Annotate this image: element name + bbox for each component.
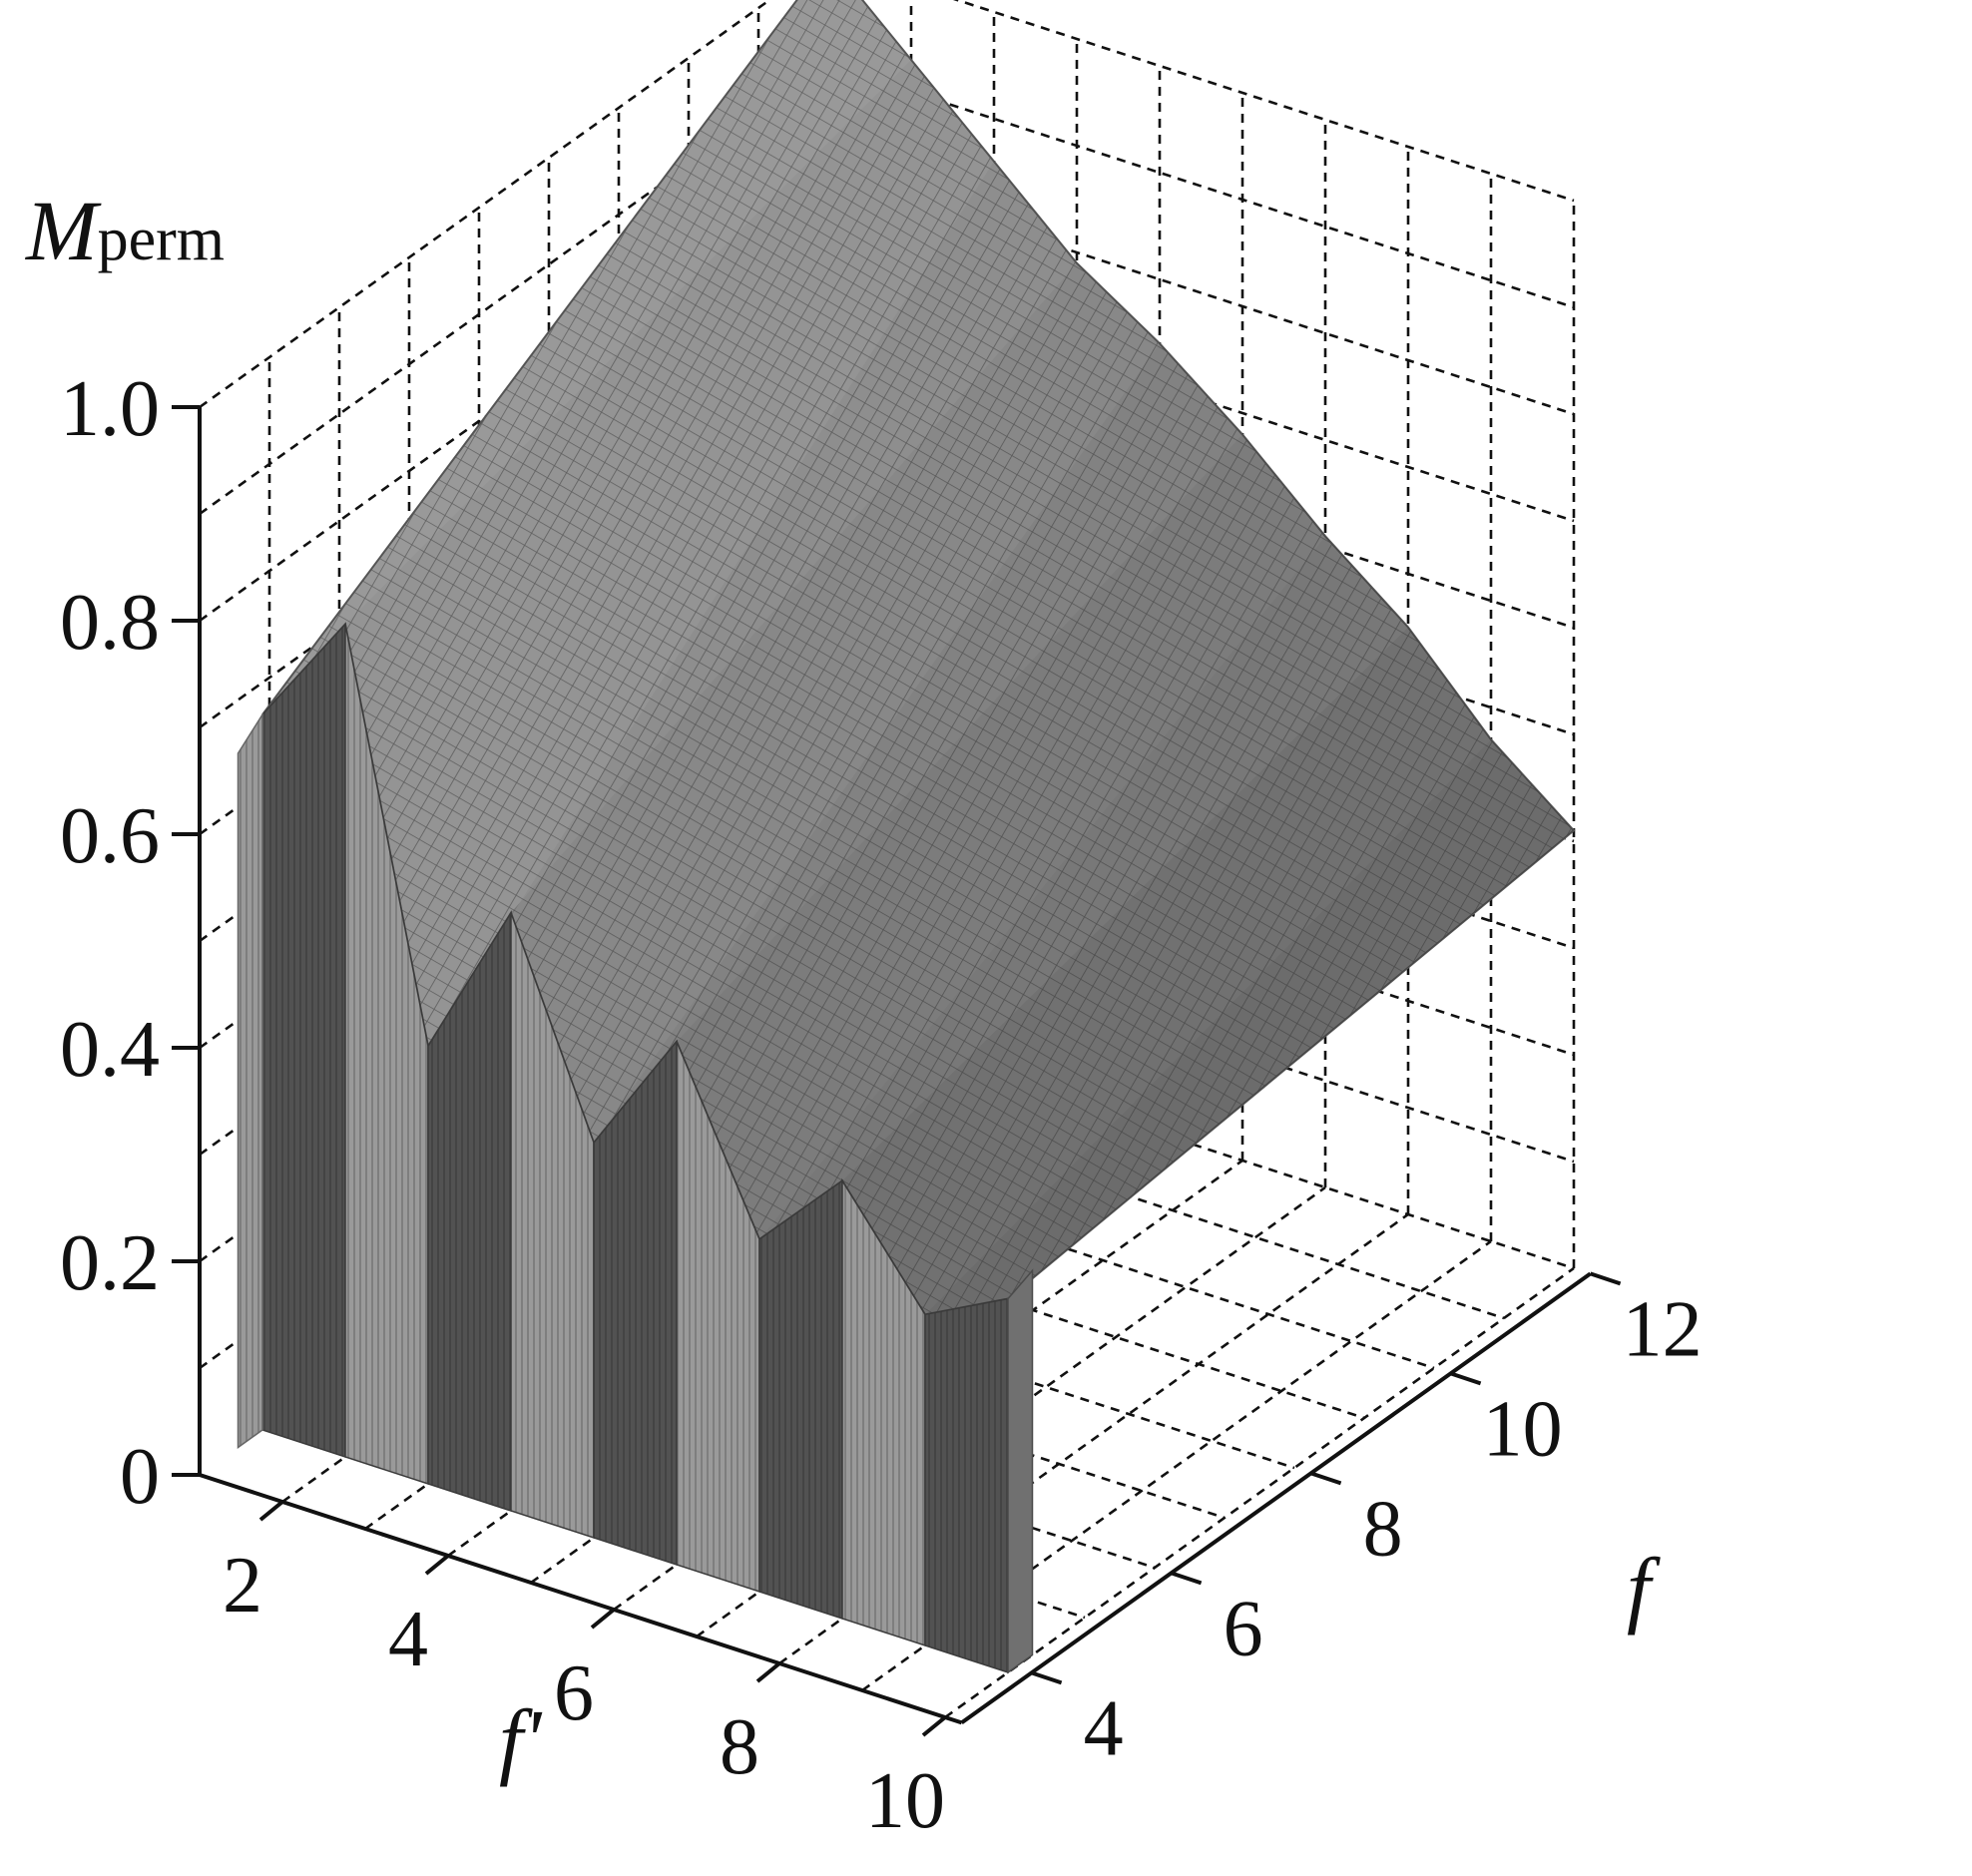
- top-surface-strip: [511, 262, 1160, 1144]
- z-axis-title: Mperm: [24, 183, 225, 278]
- y-tick-mark: [1309, 1471, 1342, 1486]
- x-axis-title: f': [499, 1691, 543, 1787]
- y-tick-label: 12: [1623, 1285, 1703, 1373]
- y-tick-label: 6: [1224, 1585, 1263, 1672]
- x-tick-label: 8: [720, 1703, 759, 1791]
- top-surface-strip: [428, 161, 1077, 1047]
- x-tick-label: 4: [388, 1596, 428, 1683]
- z-tick-label: 0: [120, 1433, 160, 1521]
- top-surface-strip: [842, 627, 1491, 1315]
- axes: 0 0.2 0.4 0.6 0.8 1.0 2 4 6 8 10 4 6 8 10 12: [60, 365, 1703, 1845]
- z-tick-label: 0.8: [60, 579, 160, 667]
- front-face-9: [924, 1297, 1009, 1674]
- y-tick-label: 4: [1084, 1684, 1124, 1772]
- right-end-face: [1007, 1268, 1034, 1674]
- back-wall-grid-horizontal: [952, 0, 1575, 203]
- top-surface-strip: [759, 536, 1408, 1239]
- z-axis-title-sub: perm: [98, 206, 225, 273]
- top-surface-strip: [677, 434, 1325, 1239]
- y-tick-label: 10: [1483, 1385, 1563, 1473]
- y-tick-mark: [1030, 1670, 1063, 1685]
- z-tick-label: 0.2: [60, 1219, 160, 1307]
- x-tick-mark: [921, 1715, 947, 1737]
- x-tick-label: 10: [865, 1757, 945, 1845]
- top-surface-strip: [594, 343, 1242, 1144]
- y-tick-mark: [1589, 1271, 1622, 1286]
- front-face-7: [758, 1178, 843, 1621]
- top-surface-strip: [345, 59, 994, 1047]
- z-tick-label: 0.6: [60, 792, 160, 880]
- x-tick-mark: [258, 1500, 284, 1522]
- x-tick-label: 2: [223, 1542, 262, 1630]
- x-tick-mark: [755, 1661, 781, 1683]
- floor-grid-line-fprime-10: [944, 1266, 1575, 1719]
- front-face-1: [261, 622, 346, 1459]
- y-tick-label: 8: [1363, 1485, 1403, 1573]
- y-axis-title: f: [1627, 1540, 1661, 1636]
- y-axis-line: [960, 1271, 1592, 1725]
- surface: [237, 0, 1576, 1674]
- z-tick-label: 1.0: [60, 365, 160, 453]
- x-tick-label: 6: [554, 1649, 594, 1737]
- z-axis-title-main: M: [24, 183, 102, 278]
- x-tick-mark: [590, 1608, 616, 1630]
- left-wall-grid-horizontal: [199, 0, 772, 409]
- x-axis-line: [199, 1473, 963, 1725]
- left-end-face: [237, 711, 263, 1449]
- y-tick-mark: [1449, 1371, 1482, 1386]
- z-tick-label: 0.4: [60, 1006, 160, 1094]
- top-surface-strip: [925, 739, 1574, 1315]
- back-wall-grid-horizontal: [827, 63, 1575, 309]
- y-tick-mark: [1170, 1571, 1203, 1586]
- x-tick-mark: [424, 1554, 450, 1576]
